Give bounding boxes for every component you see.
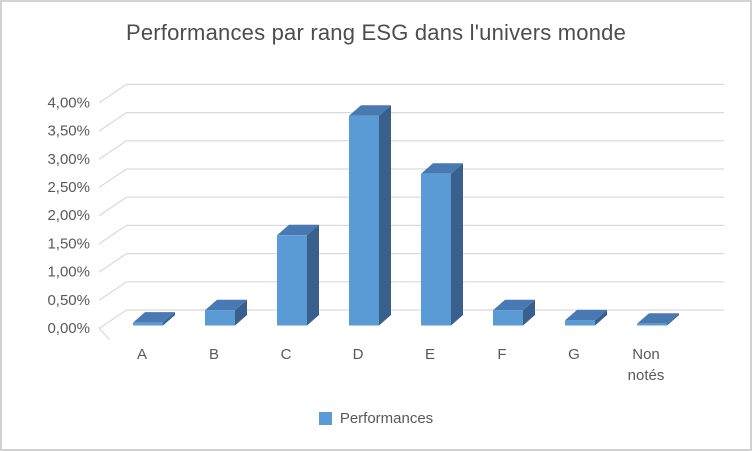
gridline-slant bbox=[98, 112, 127, 132]
bar-top-Non notés bbox=[637, 313, 679, 324]
x-axis-label: Non notés bbox=[628, 346, 665, 384]
x-axis-label: A bbox=[137, 346, 147, 363]
bar-F bbox=[493, 310, 523, 326]
y-tick-label: 2,00% bbox=[47, 207, 90, 224]
gridline-slant bbox=[98, 224, 127, 245]
bar-side-A bbox=[163, 312, 175, 326]
gridline-slant bbox=[98, 140, 127, 160]
bar-side-E bbox=[451, 163, 463, 326]
x-axis-label: D bbox=[353, 346, 364, 363]
bar-top-C bbox=[277, 224, 319, 236]
gridline-slant bbox=[98, 253, 127, 273]
bar-top-E bbox=[421, 163, 463, 174]
y-tick-label: 1,50% bbox=[47, 235, 90, 252]
legend-swatch-performances bbox=[318, 412, 332, 425]
bar-side-G bbox=[595, 309, 607, 326]
gridline-slant bbox=[98, 83, 127, 104]
legend: Performances bbox=[2, 410, 750, 427]
y-tick-label: 0,00% bbox=[47, 320, 90, 337]
x-axis-label: E bbox=[425, 346, 435, 363]
bar-side-F bbox=[523, 299, 535, 326]
bar-D bbox=[349, 115, 379, 326]
axis-corner-slant bbox=[98, 327, 110, 340]
bar-A bbox=[133, 322, 163, 326]
gridline-slant bbox=[98, 309, 127, 329]
bar-top-F bbox=[493, 299, 535, 311]
x-axis-label: C bbox=[281, 346, 292, 363]
bar-side-Non notés bbox=[667, 313, 679, 326]
bar-top-B bbox=[205, 299, 247, 311]
bar-top-D bbox=[349, 105, 391, 116]
x-axis-label: G bbox=[568, 346, 580, 363]
y-tick-label: 3,50% bbox=[47, 123, 90, 140]
bar-top-A bbox=[133, 312, 175, 323]
y-tick-label: 4,00% bbox=[47, 94, 90, 111]
gridline-slant bbox=[98, 196, 127, 217]
legend-label: Performances bbox=[339, 410, 434, 427]
bar-side-D bbox=[379, 105, 391, 326]
bar-C bbox=[277, 235, 307, 326]
gridline-slant bbox=[98, 168, 127, 188]
bar-top-G bbox=[565, 309, 607, 321]
x-axis-label: F bbox=[497, 346, 506, 363]
bar-E bbox=[421, 173, 451, 326]
y-tick-label: 0,50% bbox=[47, 292, 90, 309]
bar-B bbox=[205, 310, 235, 326]
x-axis-label: B bbox=[209, 346, 219, 363]
gridline-slant bbox=[98, 281, 127, 301]
chart-title: Performances par rang ESG dans l'univers… bbox=[125, 20, 627, 45]
bar-side-B bbox=[235, 299, 247, 326]
bar-G bbox=[565, 320, 595, 326]
y-tick-label: 3,00% bbox=[47, 151, 90, 168]
y-tick-label: 2,50% bbox=[47, 179, 90, 196]
y-tick-label: 1,00% bbox=[47, 264, 90, 281]
bar-Non notés bbox=[637, 323, 667, 326]
bar-side-C bbox=[307, 224, 319, 326]
